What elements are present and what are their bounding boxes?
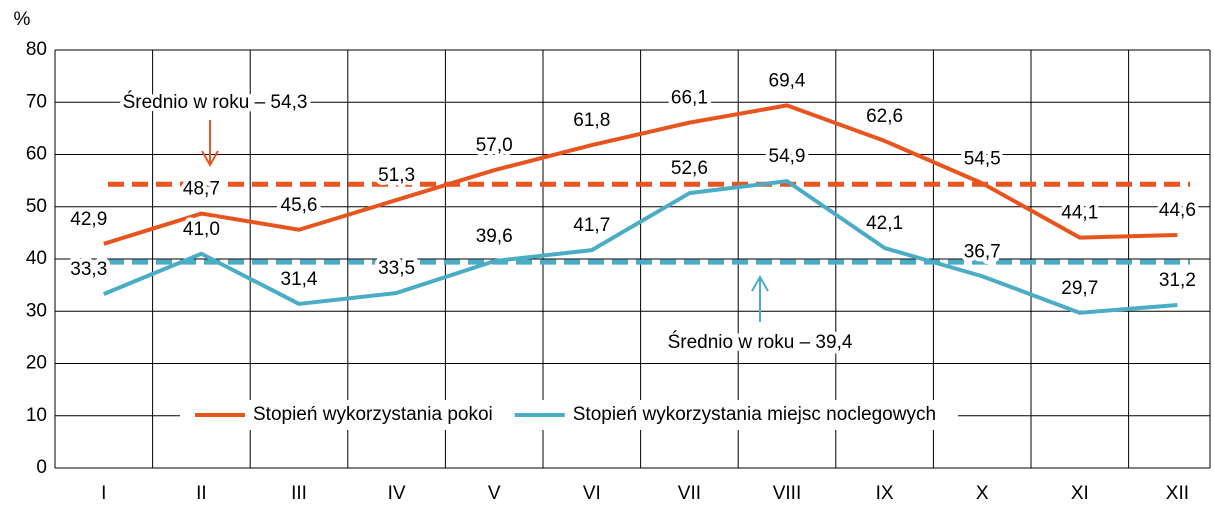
- data-label: 44,1: [1061, 203, 1098, 224]
- x-tick-label: IV: [388, 483, 406, 504]
- data-label: 69,4: [769, 70, 806, 91]
- data-label: 36,7: [964, 241, 1001, 262]
- y-tick-label: 10: [26, 405, 47, 426]
- x-tick-label: I: [101, 483, 106, 504]
- x-tick-label: VIII: [773, 483, 802, 504]
- data-label: 62,6: [866, 106, 903, 127]
- x-tick-label: IX: [876, 483, 894, 504]
- y-tick-label: 40: [26, 248, 47, 269]
- legend-label: Stopień wykorzystania pokoi: [253, 404, 493, 425]
- y-tick-label: 60: [26, 144, 47, 165]
- data-label: 31,4: [281, 269, 318, 290]
- x-tick-label: III: [291, 483, 307, 504]
- average-label: Średnio w roku – 39,4: [668, 331, 853, 353]
- data-label: 51,3: [378, 165, 415, 186]
- x-tick-label: VII: [678, 483, 701, 504]
- data-label: 54,5: [964, 148, 1001, 169]
- series-line: [103, 179, 1178, 315]
- y-tick-label: 20: [26, 353, 47, 374]
- data-label: 42,9: [70, 209, 107, 230]
- x-tick-label: XI: [1071, 483, 1089, 504]
- y-axis-label: %: [14, 9, 31, 30]
- x-tick-label: XII: [1166, 483, 1189, 504]
- y-tick-label: 80: [26, 39, 47, 60]
- data-label: 57,0: [476, 135, 513, 156]
- data-label: 42,1: [866, 213, 903, 234]
- data-label: 48,7: [183, 179, 220, 200]
- data-label: 31,2: [1159, 270, 1196, 291]
- data-label: 33,3: [70, 259, 107, 280]
- legend-background: [180, 400, 959, 430]
- data-label: 39,6: [476, 226, 513, 247]
- data-label: 61,8: [573, 110, 610, 131]
- data-label: 52,6: [671, 158, 708, 179]
- y-tick-label: 50: [26, 196, 47, 217]
- average-arrowhead: [751, 274, 769, 292]
- data-label: 41,0: [183, 219, 220, 240]
- series-line: [103, 103, 1178, 246]
- legend-label: Stopień wykorzystania miejsc noclegowych: [573, 404, 936, 425]
- data-label: 54,9: [769, 146, 806, 167]
- data-label: 41,7: [573, 215, 610, 236]
- x-tick-label: II: [196, 483, 207, 504]
- data-label: 45,6: [281, 195, 318, 216]
- average-label: Średnio w roku – 54,3: [123, 91, 308, 113]
- data-label: 33,5: [378, 258, 415, 279]
- y-tick-label: 30: [26, 300, 47, 321]
- x-tick-label: VI: [583, 483, 601, 504]
- x-tick-label: X: [976, 483, 989, 504]
- y-tick-label: 70: [26, 91, 47, 112]
- average-arrowhead: [201, 150, 219, 168]
- x-tick-label: V: [488, 483, 501, 504]
- data-label: 29,7: [1061, 278, 1098, 299]
- y-tick-label: 0: [36, 457, 47, 478]
- data-label: 44,6: [1159, 200, 1196, 221]
- data-label: 66,1: [671, 88, 708, 109]
